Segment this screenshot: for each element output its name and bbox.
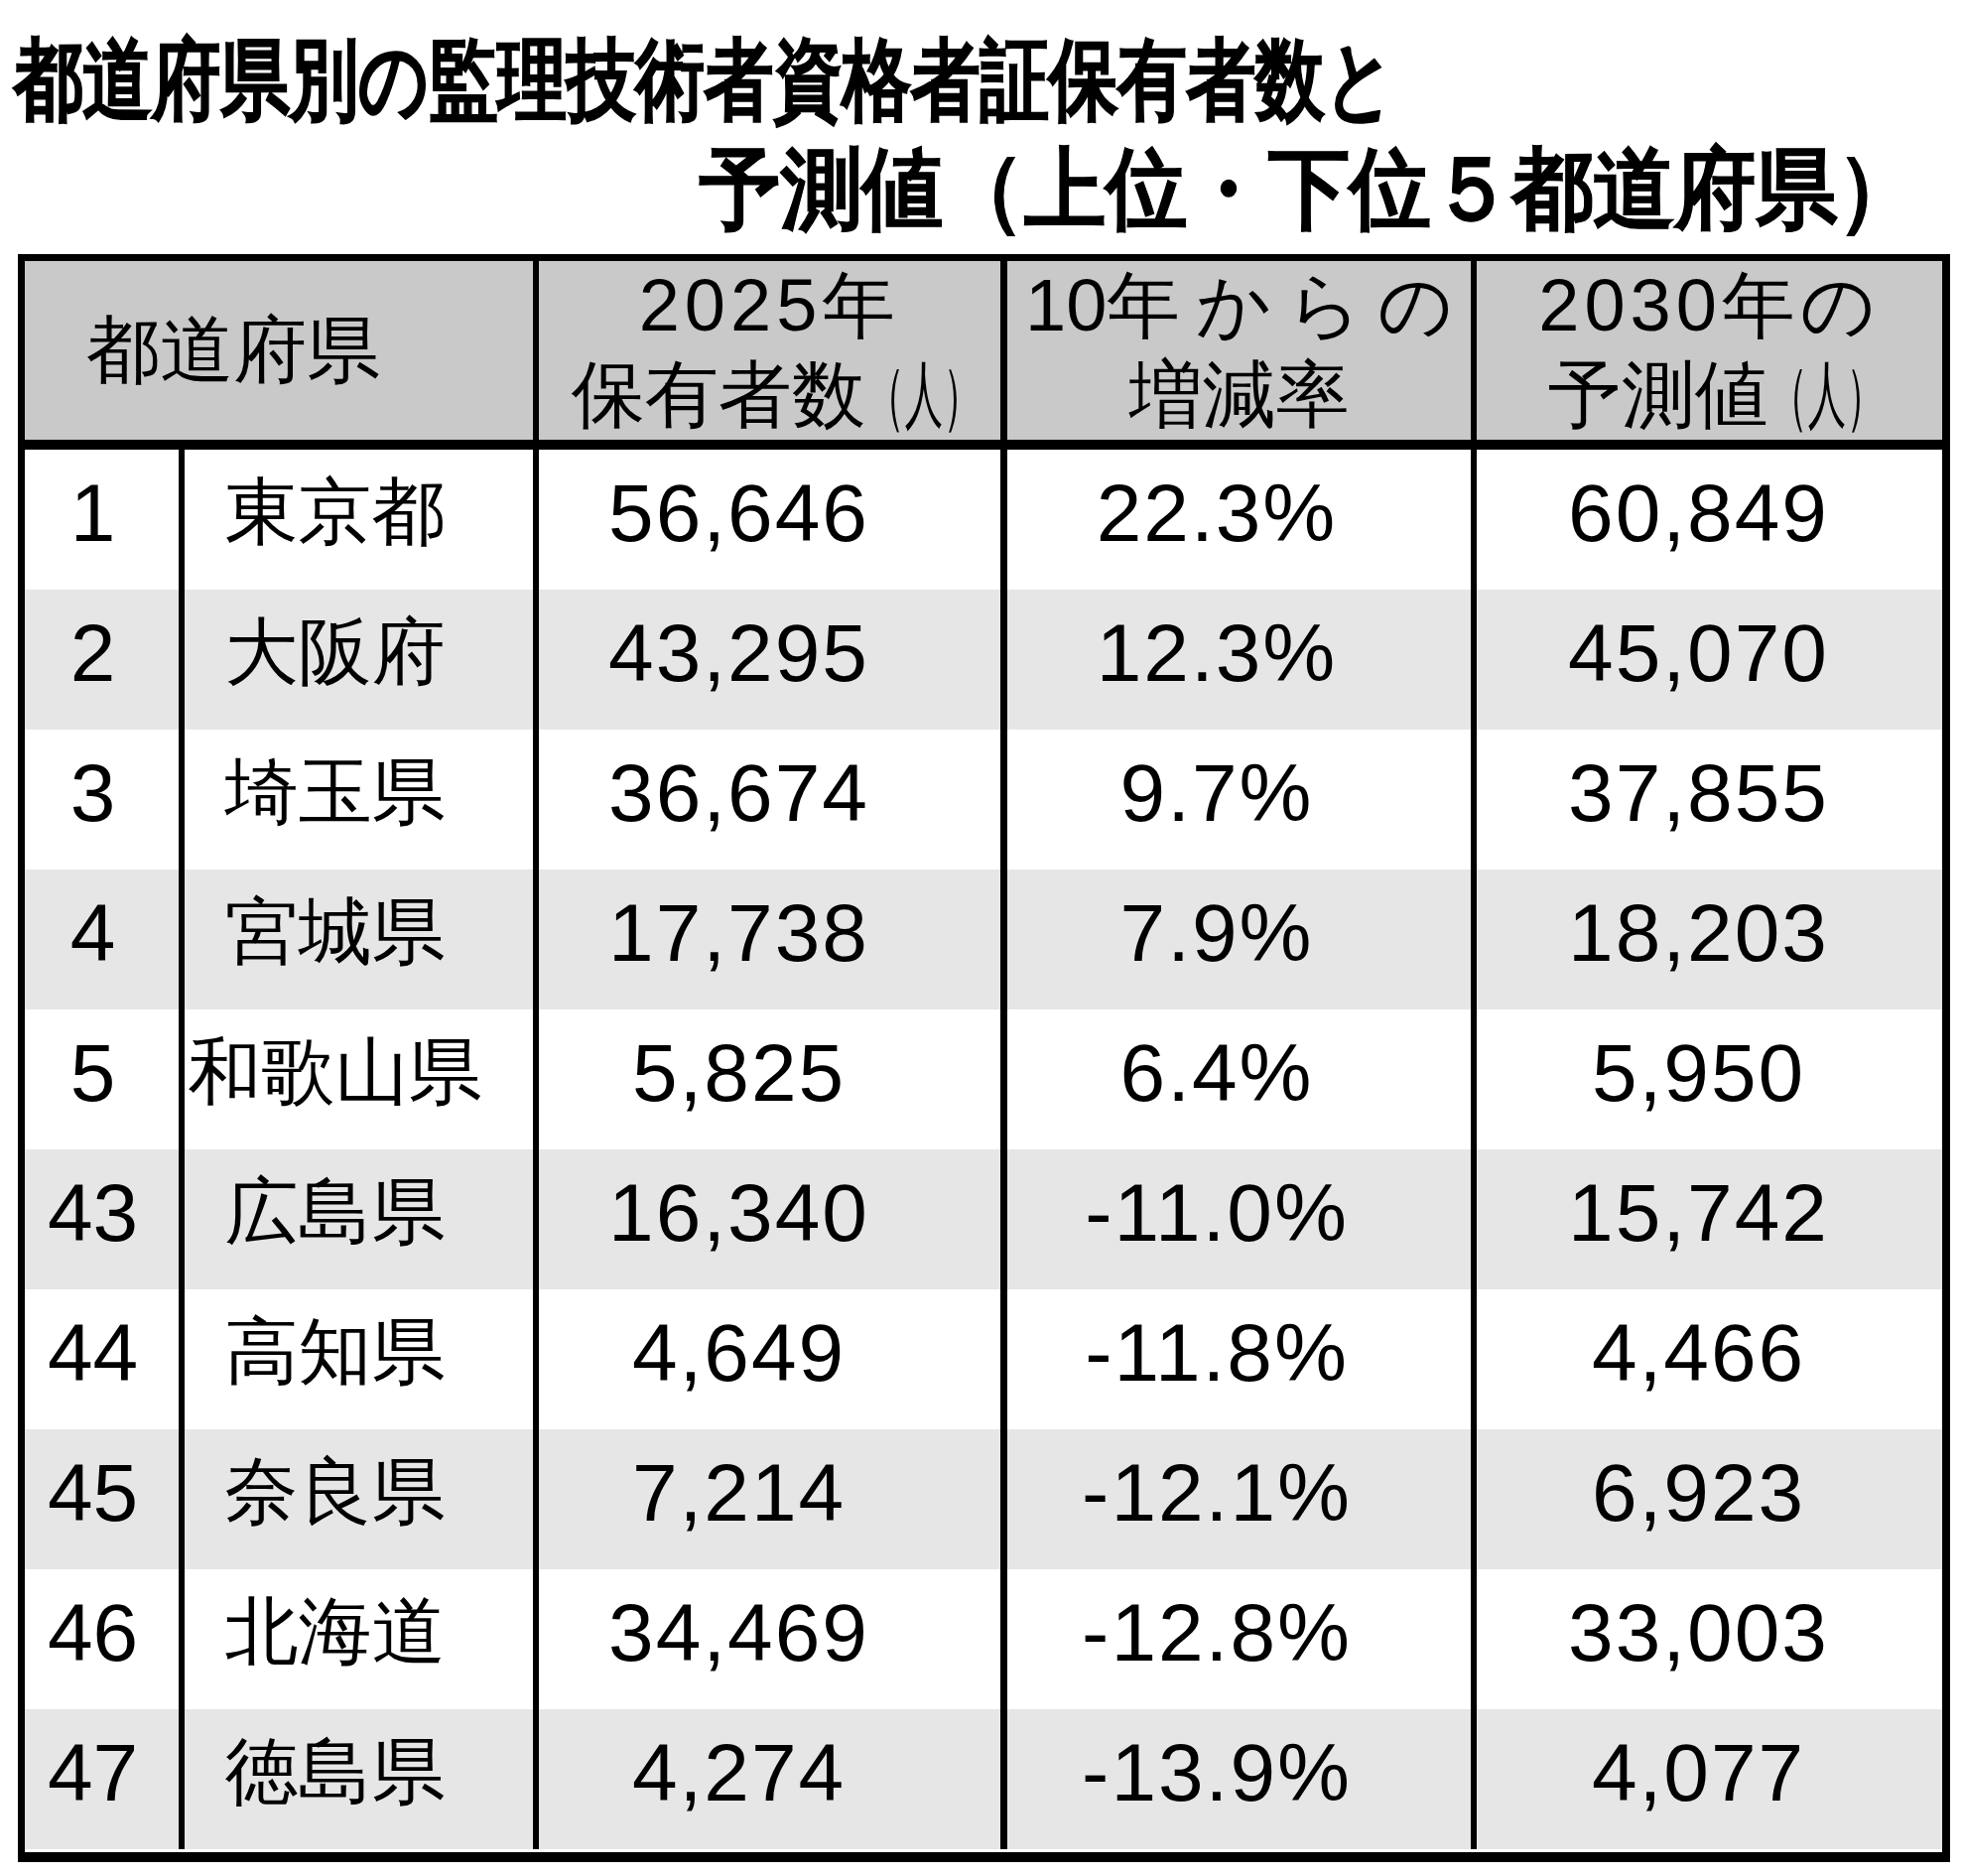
holders-2025-cell: 4,649	[533, 1289, 1000, 1429]
change-rate-cell: -11.0%	[1000, 1149, 1471, 1289]
rank-cell: 43	[25, 1149, 179, 1289]
forecast-2030-cell: 15,742	[1471, 1149, 1942, 1289]
table-row: 45 奈良県 7,214 -12.1% 6,923	[25, 1429, 1942, 1569]
holders-2025-cell: 16,340	[533, 1149, 1000, 1289]
change-rate-cell: 7.9%	[1000, 870, 1471, 1009]
forecast-2030-cell: 4,466	[1471, 1289, 1942, 1429]
header-change-rate: 10年からの 増減率	[1000, 261, 1471, 440]
forecast-2030-cell: 4,077	[1471, 1709, 1942, 1849]
figure: 都道府県別の監理技術者資格者証保有者数と 予測値（上位・下位５都道府県） 都道府…	[0, 0, 1963, 1876]
holders-2025-cell: 7,214	[533, 1429, 1000, 1569]
forecast-2030-cell: 45,070	[1471, 590, 1942, 730]
table-row: 1 東京都 56,646 22.3% 60,849	[25, 450, 1942, 590]
holders-2025-cell: 43,295	[533, 590, 1000, 730]
table-header-row: 都道府県 2025年 保有者数（人） 10年からの 増減率 2030年の 予測値…	[25, 261, 1942, 450]
table-row: 4 宮城県 17,738 7.9% 18,203	[25, 870, 1942, 1009]
prefecture-cell: 高知県	[179, 1289, 533, 1429]
header-forecast-2030-line2: 予測値（人）	[1477, 350, 1942, 440]
header-prefecture: 都道府県	[25, 261, 533, 440]
holders-2025-cell: 4,274	[533, 1709, 1000, 1849]
prefecture-cell: 広島県	[179, 1149, 533, 1289]
prefecture-cell: 宮城県	[179, 870, 533, 1009]
rank-cell: 45	[25, 1429, 179, 1569]
figure-title-line2: 予測値（上位・下位５都道府県）	[700, 145, 1918, 233]
header-forecast-2030: 2030年の 予測値（人）	[1471, 261, 1942, 440]
forecast-2030-cell: 5,950	[1471, 1009, 1942, 1149]
change-rate-cell: 6.4%	[1000, 1009, 1471, 1149]
holders-2025-cell: 34,469	[533, 1569, 1000, 1709]
change-rate-cell: 9.7%	[1000, 730, 1471, 870]
table-row: 3 埼玉県 36,674 9.7% 37,855	[25, 730, 1942, 870]
prefecture-cell: 奈良県	[179, 1429, 533, 1569]
header-holders-2025-line1: 2025年	[539, 261, 1000, 350]
holders-2025-cell: 5,825	[533, 1009, 1000, 1149]
header-change-rate-line2: 増減率	[1007, 350, 1471, 440]
header-prefecture-label: 都道府県	[86, 306, 533, 395]
header-holders-2025-line2: 保有者数（人）	[539, 350, 1000, 440]
holders-2025-cell: 17,738	[533, 870, 1000, 1009]
prefecture-cell: 東京都	[179, 450, 533, 590]
table-row: 47 徳島県 4,274 -13.9% 4,077	[25, 1709, 1942, 1849]
change-rate-cell: -11.8%	[1000, 1289, 1471, 1429]
forecast-2030-cell: 60,849	[1471, 450, 1942, 590]
rank-cell: 47	[25, 1709, 179, 1849]
rank-cell: 4	[25, 870, 179, 1009]
table-row: 5 和歌山県 5,825 6.4% 5,950	[25, 1009, 1942, 1149]
header-forecast-2030-line1: 2030年の	[1477, 261, 1942, 350]
rank-cell: 44	[25, 1289, 179, 1429]
change-rate-cell: -13.9%	[1000, 1709, 1471, 1849]
forecast-2030-cell: 18,203	[1471, 870, 1942, 1009]
forecast-2030-cell: 37,855	[1471, 730, 1942, 870]
figure-title-line1: 都道府県別の監理技術者資格者証保有者数と	[14, 36, 1395, 124]
holders-2025-cell: 36,674	[533, 730, 1000, 870]
holders-2025-cell: 56,646	[533, 450, 1000, 590]
rank-cell: 1	[25, 450, 179, 590]
prefecture-cell: 徳島県	[179, 1709, 533, 1849]
rank-cell: 5	[25, 1009, 179, 1149]
table-row: 46 北海道 34,469 -12.8% 33,003	[25, 1569, 1942, 1709]
prefecture-cell: 埼玉県	[179, 730, 533, 870]
prefecture-table: 都道府県 2025年 保有者数（人） 10年からの 増減率 2030年の 予測値…	[18, 254, 1950, 1862]
forecast-2030-cell: 6,923	[1471, 1429, 1942, 1569]
prefecture-cell: 和歌山県	[179, 1009, 533, 1149]
change-rate-cell: 12.3%	[1000, 590, 1471, 730]
table-body: 1 東京都 56,646 22.3% 60,849 2 大阪府 43,295 1…	[25, 450, 1942, 1849]
rank-cell: 3	[25, 730, 179, 870]
rank-cell: 2	[25, 590, 179, 730]
table-row: 2 大阪府 43,295 12.3% 45,070	[25, 590, 1942, 730]
header-change-rate-line1: 10年からの	[1007, 261, 1471, 350]
header-holders-2025: 2025年 保有者数（人）	[533, 261, 1000, 440]
change-rate-cell: -12.8%	[1000, 1569, 1471, 1709]
prefecture-cell: 大阪府	[179, 590, 533, 730]
table-row: 43 広島県 16,340 -11.0% 15,742	[25, 1149, 1942, 1289]
forecast-2030-cell: 33,003	[1471, 1569, 1942, 1709]
rank-cell: 46	[25, 1569, 179, 1709]
prefecture-cell: 北海道	[179, 1569, 533, 1709]
change-rate-cell: 22.3%	[1000, 450, 1471, 590]
table-row: 44 高知県 4,649 -11.8% 4,466	[25, 1289, 1942, 1429]
change-rate-cell: -12.1%	[1000, 1429, 1471, 1569]
